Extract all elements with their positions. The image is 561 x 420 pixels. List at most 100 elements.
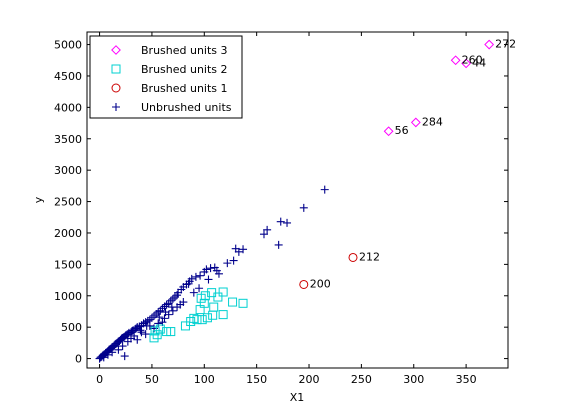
legend-label: Unbrushed units xyxy=(141,101,232,114)
data-point-diamond xyxy=(461,58,472,69)
axis-ticks: 0 50 100 150 200 250 300 3500500100015002000250… xyxy=(54,32,508,386)
data-point-plus xyxy=(184,279,193,288)
data-point-plus xyxy=(141,318,150,327)
data-point-square xyxy=(192,315,202,325)
series-circle xyxy=(299,252,358,289)
y-tick-label: 4000 xyxy=(54,101,82,114)
y-tick-label: 500 xyxy=(61,321,82,334)
data-point-square xyxy=(166,327,176,337)
data-point-plus xyxy=(136,326,145,335)
point-label: 56 xyxy=(395,124,409,137)
data-point-square xyxy=(218,287,228,297)
data-point-plus xyxy=(160,314,169,323)
legend-marker-diamond xyxy=(111,45,121,55)
data-point-square xyxy=(213,292,223,302)
data-point-plus xyxy=(154,308,163,317)
data-point-plus xyxy=(166,296,175,305)
series-plus xyxy=(95,185,329,363)
data-point-plus xyxy=(162,300,171,309)
data-series xyxy=(95,39,495,363)
point-label: 212 xyxy=(359,250,380,263)
data-point-plus xyxy=(168,294,177,303)
data-point-plus xyxy=(120,352,129,361)
data-point-plus xyxy=(154,319,163,328)
legend-marker-plus xyxy=(112,103,120,111)
data-point-plus xyxy=(299,203,308,212)
point-label: 200 xyxy=(310,277,331,290)
data-point-square xyxy=(228,297,238,307)
y-tick-label: 2000 xyxy=(54,227,82,240)
data-point-square xyxy=(199,298,209,308)
series-square xyxy=(149,287,248,343)
data-point-plus xyxy=(123,337,132,346)
y-tick-label: 1500 xyxy=(54,258,82,271)
data-point-plus xyxy=(167,303,176,312)
legend-box xyxy=(89,35,243,119)
data-point-plus xyxy=(195,284,204,293)
legend-marker-square xyxy=(111,64,121,74)
data-point-square xyxy=(150,326,160,336)
y-tick-label: 5000 xyxy=(54,39,82,52)
legend-marker-circle xyxy=(111,83,121,93)
point-label: 260 xyxy=(462,53,483,66)
data-point-plus xyxy=(155,313,164,322)
data-point-diamond xyxy=(410,117,421,128)
data-point-plus xyxy=(160,302,169,311)
x-tick-label: 300 xyxy=(403,373,424,386)
data-point-plus xyxy=(283,218,292,227)
data-point-plus xyxy=(234,247,243,256)
data-point-plus xyxy=(320,185,329,194)
data-point-square xyxy=(209,302,219,312)
point-label: 272 xyxy=(495,38,516,51)
data-point-square xyxy=(218,310,228,320)
data-point-diamond xyxy=(450,55,461,66)
series-diamond xyxy=(383,39,495,137)
data-point-plus xyxy=(259,230,268,239)
y-axis-label: y xyxy=(32,196,45,203)
data-point-plus xyxy=(114,345,123,354)
data-point-plus xyxy=(122,330,131,339)
y-tick-label: 3000 xyxy=(54,164,82,177)
data-point-plus xyxy=(118,342,127,351)
data-point-plus xyxy=(189,288,198,297)
legend-label: Brushed units 2 xyxy=(141,63,228,76)
y-tick-label: 2500 xyxy=(54,196,82,209)
data-point-plus xyxy=(187,274,196,283)
y-tick-label: 3500 xyxy=(54,133,82,146)
data-point-plus xyxy=(130,331,139,340)
x-tick-label: 150 xyxy=(246,373,267,386)
data-point-plus xyxy=(147,313,156,322)
data-point-plus xyxy=(99,353,108,362)
data-point-plus xyxy=(108,348,117,357)
y-tick-label: 0 xyxy=(75,353,82,366)
y-tick-label: 1000 xyxy=(54,290,82,303)
data-point-square xyxy=(186,317,196,327)
data-point-plus xyxy=(206,264,215,273)
x-tick-label: 100 xyxy=(194,373,215,386)
legend-label: Brushed units 3 xyxy=(141,44,228,57)
data-point-plus xyxy=(137,321,146,330)
data-point-plus xyxy=(135,322,144,331)
data-point-plus xyxy=(204,275,213,284)
data-point-plus xyxy=(191,272,200,281)
legend: Brushed units 3 Brushed units 2 Brushed un… xyxy=(89,35,243,119)
data-point-circle xyxy=(299,279,309,289)
y-tick-label: 4500 xyxy=(54,70,82,83)
data-point-plus xyxy=(168,306,177,315)
x-tick-label: 0 xyxy=(96,373,103,386)
data-point-plus xyxy=(263,225,272,234)
data-point-square xyxy=(155,324,165,334)
data-point-plus xyxy=(103,350,112,359)
point-label: 44 xyxy=(472,56,486,69)
x-tick-label: 250 xyxy=(351,373,372,386)
data-point-square xyxy=(202,313,212,323)
data-point-plus xyxy=(161,308,170,317)
legend-label: Brushed units 1 xyxy=(141,82,228,95)
data-point-plus xyxy=(274,240,283,249)
data-point-plus xyxy=(202,265,211,274)
point-label: 284 xyxy=(422,115,443,128)
data-point-plus xyxy=(137,328,146,337)
data-point-plus xyxy=(142,321,151,330)
data-point-plus xyxy=(223,259,232,268)
